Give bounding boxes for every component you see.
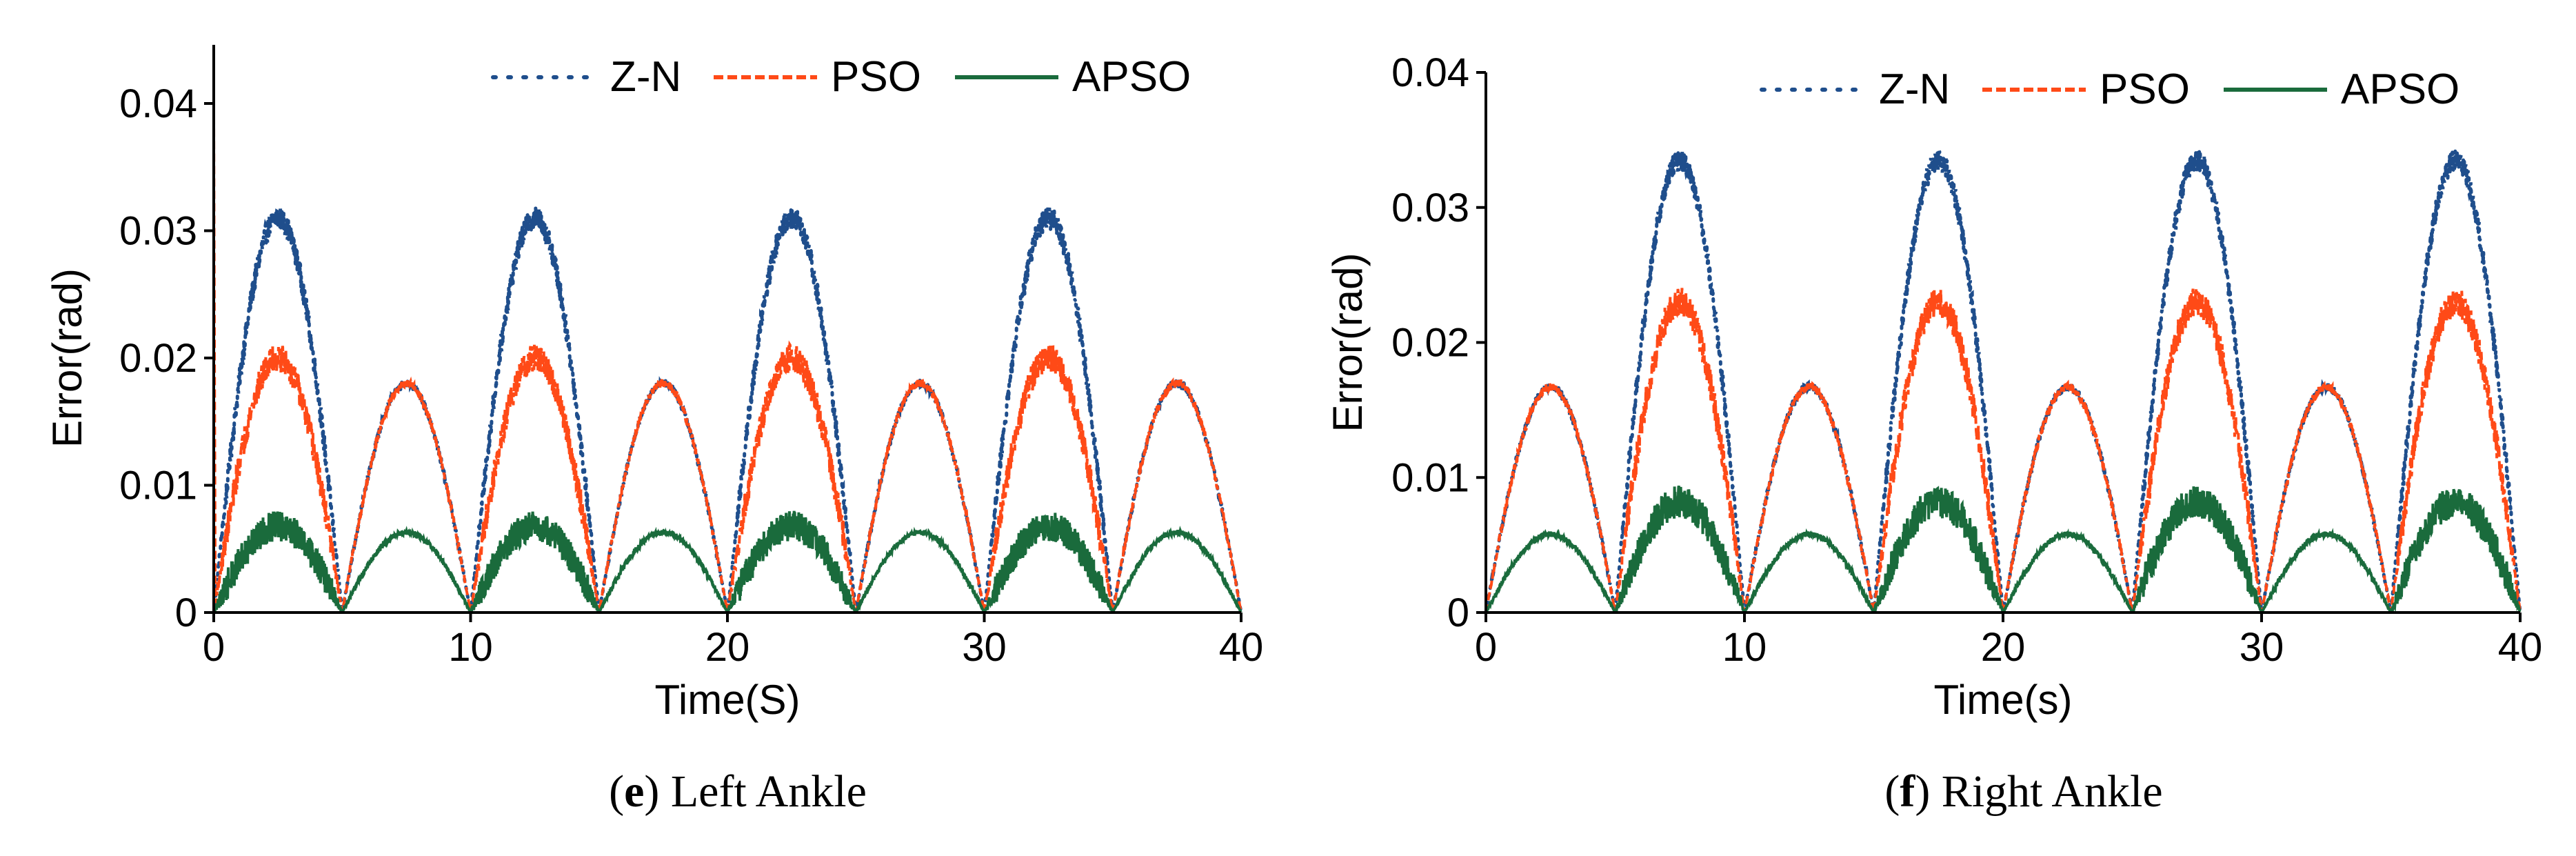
legend-label-zn: Z-N (610, 53, 681, 101)
legend-label-apso: APSO (1072, 53, 1191, 101)
y-tick-label: 0.03 (119, 209, 197, 254)
x-axis-label: Time(S) (654, 677, 800, 723)
legend-label-apso: APSO (2341, 66, 2459, 113)
caption-left-ankle: (e) Left Ankle (609, 766, 867, 817)
x-tick-label: 40 (2498, 625, 2543, 670)
caption-text: Left Ankle (659, 766, 867, 817)
chart-left-ankle: 0 10 20 30 40 0 0.01 0.02 0.03 0.04 Time(S) Error(r… (44, 45, 1263, 723)
y-tick-label: 0 (1447, 590, 1469, 635)
legend-label-zn: Z-N (1879, 66, 1950, 113)
legend-label-pso: PSO (831, 53, 921, 101)
y-tick-label: 0 (175, 590, 197, 635)
legend: Z-N PSO APSO (491, 53, 1191, 101)
x-tick-label: 30 (962, 625, 1007, 670)
x-tick-label: 30 (2240, 625, 2284, 670)
y-tick-label: 0.02 (1391, 321, 1469, 366)
x-tick-label: 20 (1981, 625, 2026, 670)
y-tick-label: 0.04 (1391, 50, 1469, 95)
legend: Z-N PSO APSO (1760, 66, 2459, 113)
series-group (214, 116, 1242, 614)
x-axis-label: Time(s) (1933, 677, 2072, 723)
y-tick-label: 0.02 (119, 336, 197, 381)
x-tick-label: 0 (203, 625, 225, 670)
caption-text: Right Ankle (1930, 766, 2163, 817)
y-tick-label: 0.01 (119, 464, 197, 508)
x-tick-label: 0 (1475, 625, 1497, 670)
y-axis-label: Error(rad) (44, 268, 90, 448)
chart-right-ankle: 0 10 20 30 40 0 0.01 0.02 0.03 0.04 Time(s) Error(r… (1325, 50, 2542, 723)
x-tick-label: 10 (448, 625, 493, 670)
x-tick-label: 20 (705, 625, 750, 670)
legend-label-pso: PSO (2100, 66, 2190, 113)
caption-right-ankle: (f) Right Ankle (1884, 766, 2163, 817)
series-line-apso (214, 510, 1242, 614)
y-axis-label: Error(rad) (1325, 252, 1371, 432)
caption-label: e (624, 766, 645, 817)
y-tick-label: 0.04 (119, 81, 197, 126)
caption-label: f (1900, 766, 1915, 817)
series-group (1486, 150, 2522, 614)
y-tick-label: 0.01 (1391, 455, 1469, 500)
y-tick-label: 0.03 (1391, 186, 1469, 230)
x-tick-label: 40 (1219, 625, 1264, 670)
x-tick-label: 10 (1722, 625, 1767, 670)
